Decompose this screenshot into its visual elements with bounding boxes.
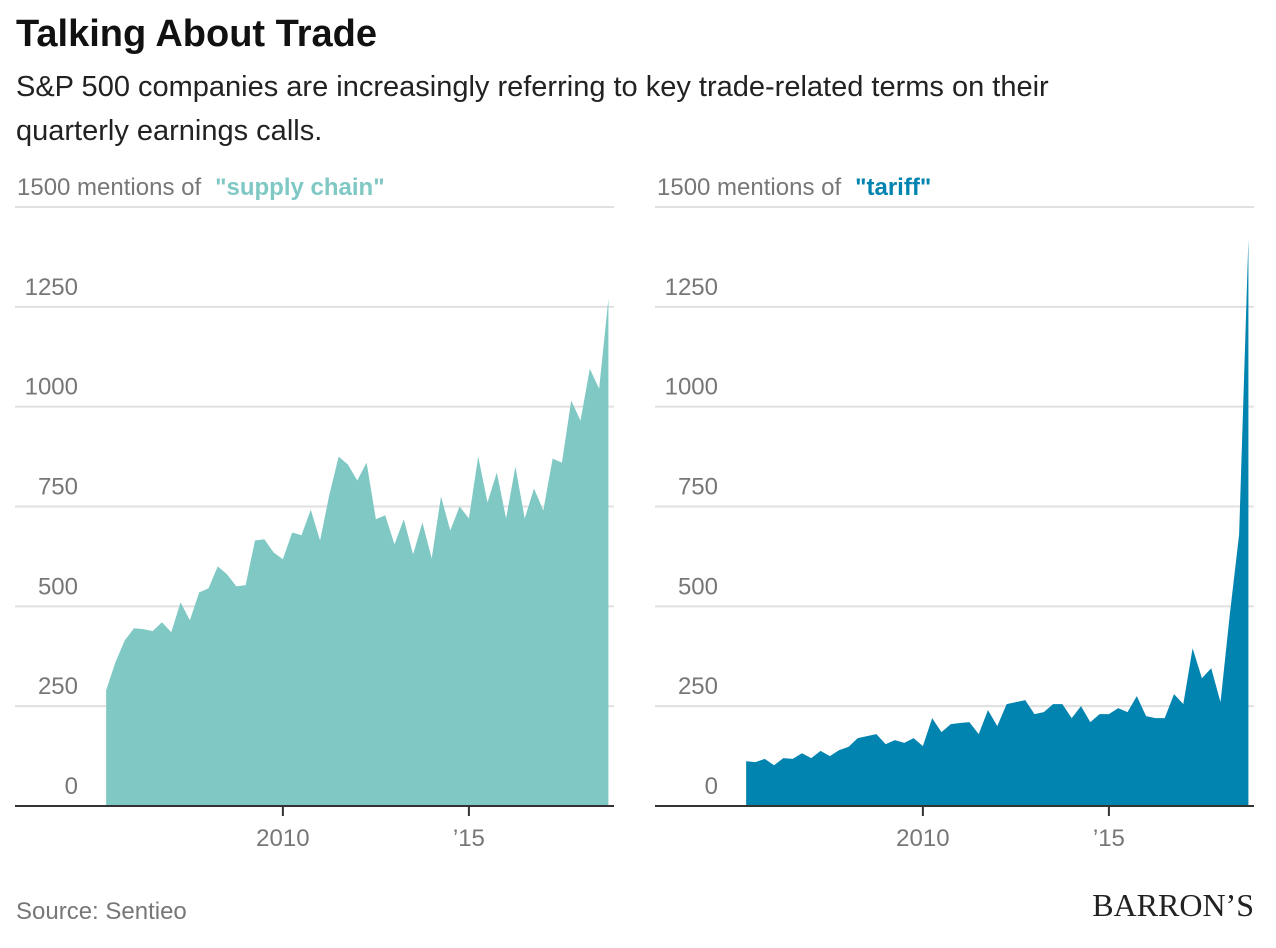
y-tick-label: 750 <box>38 474 78 501</box>
source: Source: Sentieo <box>16 898 187 925</box>
y-tick-label: 1000 <box>25 374 78 401</box>
x-tick-label: ’15 <box>1093 825 1125 852</box>
area <box>746 238 1249 807</box>
y-tick-label: 750 <box>678 474 718 501</box>
x-tick-label: 2010 <box>896 825 949 852</box>
y-tick-label: 1250 <box>25 274 78 301</box>
y-tick-label: 0 <box>705 773 718 800</box>
y-tick-label: 500 <box>678 573 718 600</box>
y-tick-label: 250 <box>678 673 718 700</box>
legend-label: "tariff" <box>855 174 931 201</box>
y-tick-label: 0 <box>65 773 78 800</box>
y-tick-label: 250 <box>38 673 78 700</box>
area <box>106 298 609 806</box>
subtitle: S&P 500 companies are increasingly refer… <box>16 71 1049 147</box>
y-tick-label: 1500 mentions of <box>17 174 201 201</box>
title: Talking About Trade <box>16 13 377 55</box>
x-tick-label: 2010 <box>256 825 309 852</box>
legend-label: "supply chain" <box>215 174 384 201</box>
y-tick-label: 500 <box>38 573 78 600</box>
y-tick-label: 1000 <box>665 374 718 401</box>
y-tick-label: 1250 <box>665 274 718 301</box>
x-tick-label: ’15 <box>453 825 485 852</box>
logo: BARRON’S <box>1092 887 1254 923</box>
y-tick-label: 1500 mentions of <box>657 174 841 201</box>
